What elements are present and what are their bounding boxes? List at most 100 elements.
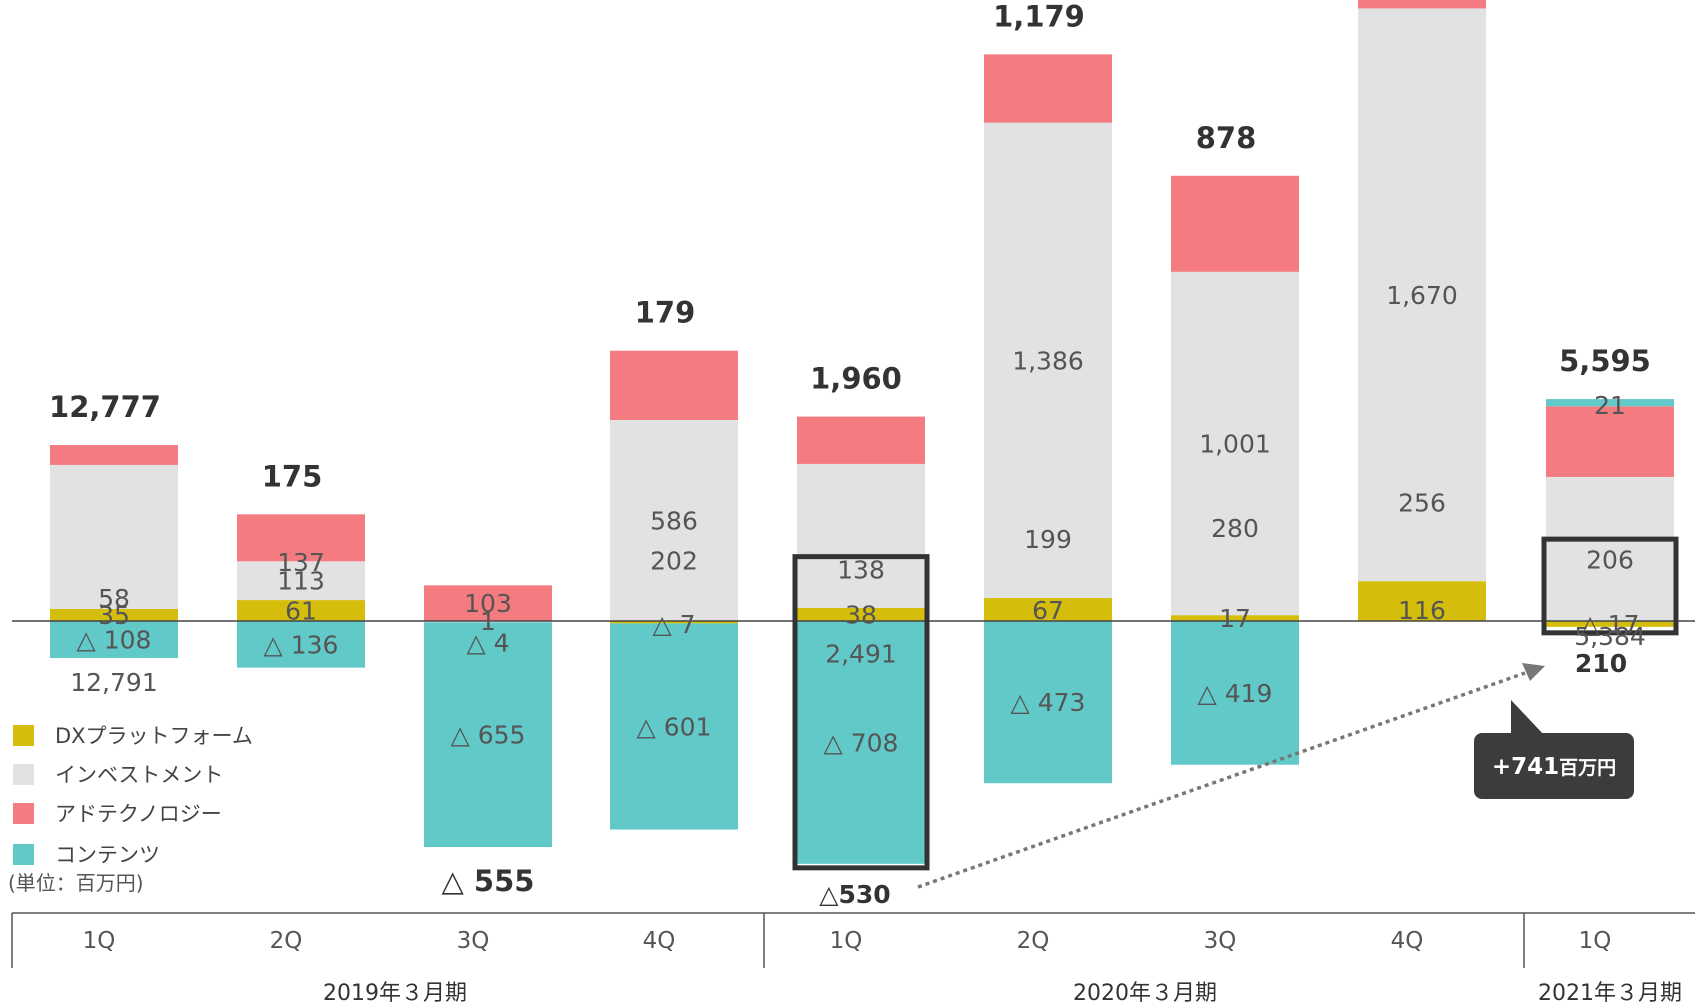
bar-seg-2-cat-8 <box>1358 8 1486 582</box>
label-dx-cat-7: 17 <box>1219 604 1251 633</box>
total-cat-6: 1,179 <box>993 0 1085 33</box>
label-adtech-cat-9: 206 <box>1586 545 1634 574</box>
legend-label-3: アドテクノロジー <box>55 802 222 826</box>
x-tick-labels: 1Q 2Q 3Q 4Q 1Q 2Q 3Q 4Q 1Q <box>83 928 1612 954</box>
trend-arrow-line <box>917 671 1526 889</box>
bar-seg-4-cat-1 <box>50 621 178 659</box>
label-investment-cat-2: 113 <box>277 567 325 596</box>
highlight-box-to <box>1541 536 1679 636</box>
bar-seg-3-cat-5 <box>797 416 925 464</box>
highlight-from-label: △530 <box>819 880 890 909</box>
highlight-boxes <box>792 536 1679 871</box>
bar-seg-3-cat-3 <box>424 585 552 621</box>
legend-label-4: コンテンツ <box>55 843 160 867</box>
bar-seg-2-cat-7 <box>1171 271 1299 616</box>
x-tick-8: 4Q <box>1391 928 1424 954</box>
x-tick-9: 1Q <box>1579 928 1612 954</box>
diff-value: +741 <box>1492 754 1559 780</box>
fiscal-year-label-3: 2021年３月期 <box>1538 981 1682 1006</box>
bar-seg-4-cat-7 <box>1171 621 1299 765</box>
total-cat-7: 878 <box>1196 121 1257 155</box>
label-dx-cat-5: 38 <box>845 600 877 629</box>
label-investment-cat-8: 1,670 <box>1386 281 1458 310</box>
label-dx-cat-9: △ 17 <box>1581 610 1640 639</box>
diff-callout-pointer <box>1511 700 1545 736</box>
bar-seg-4-cat-6 <box>984 621 1112 784</box>
bar-seg-4-cat-2 <box>237 621 365 668</box>
legend-label-2: インベストメント <box>55 763 223 787</box>
total-cat-3: △ 555 <box>442 864 535 898</box>
label-adtech-cat-1: 58 <box>98 584 130 613</box>
label-adtech-cat-8: 256 <box>1398 488 1446 517</box>
total-cat-5: 1,960 <box>810 362 902 396</box>
diff-callout-text: +741百万円 <box>1492 754 1616 780</box>
bar-seg-4-cat-9 <box>1546 399 1674 407</box>
bar-seg-2-cat-9 <box>1546 476 1674 621</box>
bar-seg-2-cat-6 <box>984 122 1112 599</box>
label-contents-cat-1: △ 108 <box>77 626 152 655</box>
label-contents-cat-7: △ 419 <box>1198 679 1273 708</box>
label-investment-cat-9: 5,384 <box>1574 622 1646 651</box>
bar-seg-3-cat-7 <box>1171 175 1299 272</box>
axis-breaks-layer <box>42 122 1682 216</box>
label-investment-cat-4: 586 <box>650 507 698 536</box>
x-tick-7: 3Q <box>1204 928 1237 954</box>
label-dx-cat-6: 67 <box>1032 596 1064 625</box>
label-investment-cat-3: △ 4 <box>466 628 509 657</box>
bar-seg-1-cat-7 <box>1171 615 1299 621</box>
legend-label-1: DXプラットフォーム <box>55 724 253 748</box>
label-contents-cat-6: △ 473 <box>1011 688 1086 717</box>
label-dx-cat-2: 61 <box>285 597 317 626</box>
diff-unit: 百万円 <box>1559 757 1616 779</box>
x-tick-4: 4Q <box>643 928 676 954</box>
label-investment-cat-1: 12,791 <box>70 668 157 697</box>
bar-seg-4-cat-5 <box>797 621 925 864</box>
label-dx-cat-1: 35 <box>98 601 130 630</box>
bar-seg-1-cat-6 <box>984 598 1112 621</box>
label-adtech-cat-4: 202 <box>650 547 698 576</box>
legend-swatch-3 <box>13 803 34 824</box>
bar-seg-1-cat-5 <box>797 607 925 621</box>
x-tick-2: 2Q <box>270 928 303 954</box>
axis-break-cat-9 <box>1538 142 1682 167</box>
x-tick-5: 1Q <box>830 928 863 954</box>
legend-swatch-2 <box>13 764 34 785</box>
fiscal-year-label-1: 2019年３月期 <box>323 981 467 1006</box>
diff-callout: +741百万円 <box>1474 700 1634 799</box>
bar-seg-4-cat-4 <box>610 623 738 830</box>
legend-swatch-1 <box>13 725 34 746</box>
label-adtech-cat-6: 199 <box>1024 525 1072 554</box>
label-contents-cat-5: △ 708 <box>824 728 899 757</box>
x-tick-1: 1Q <box>83 928 116 954</box>
label-investment-cat-5: 2,491 <box>825 640 897 669</box>
bars-layer <box>50 0 1674 864</box>
x-tick-3: 3Q <box>457 928 490 954</box>
label-dx-cat-3: 1 <box>480 607 496 636</box>
bar-seg-1-cat-1 <box>50 608 178 621</box>
bar-seg-1-cat-8 <box>1358 581 1486 621</box>
bar-seg-3-cat-2 <box>237 514 365 562</box>
bar-seg-3-cat-6 <box>984 54 1112 123</box>
bar-seg-2-cat-2 <box>237 561 365 601</box>
label-contents-cat-2: △ 136 <box>264 630 339 659</box>
highlight-to-label: 210 <box>1575 649 1627 678</box>
bar-seg-2-cat-4 <box>610 420 738 621</box>
bar-seg-3-cat-9 <box>1546 406 1674 477</box>
total-cat-1: 12,777 <box>49 390 161 424</box>
axis-break-cat-5 <box>789 191 933 216</box>
fiscal-year-labels: 2019年３月期 2020年３月期 2021年３月期 <box>323 981 1682 1006</box>
bar-seg-3-cat-4 <box>610 350 738 421</box>
axis-break-cat-1 <box>42 122 186 147</box>
label-dx-cat-8: 116 <box>1398 596 1446 625</box>
fiscal-year-label-2: 2020年３月期 <box>1073 981 1217 1006</box>
label-contents-cat-3: △ 655 <box>451 721 526 750</box>
label-investment-cat-6: 1,386 <box>1012 346 1084 375</box>
label-investment-cat-7: 1,001 <box>1199 429 1271 458</box>
bar-seg-1-cat-9 <box>1546 621 1674 627</box>
label-adtech-cat-3: 103 <box>464 589 512 618</box>
bar-seg-4-cat-3 <box>424 622 552 848</box>
